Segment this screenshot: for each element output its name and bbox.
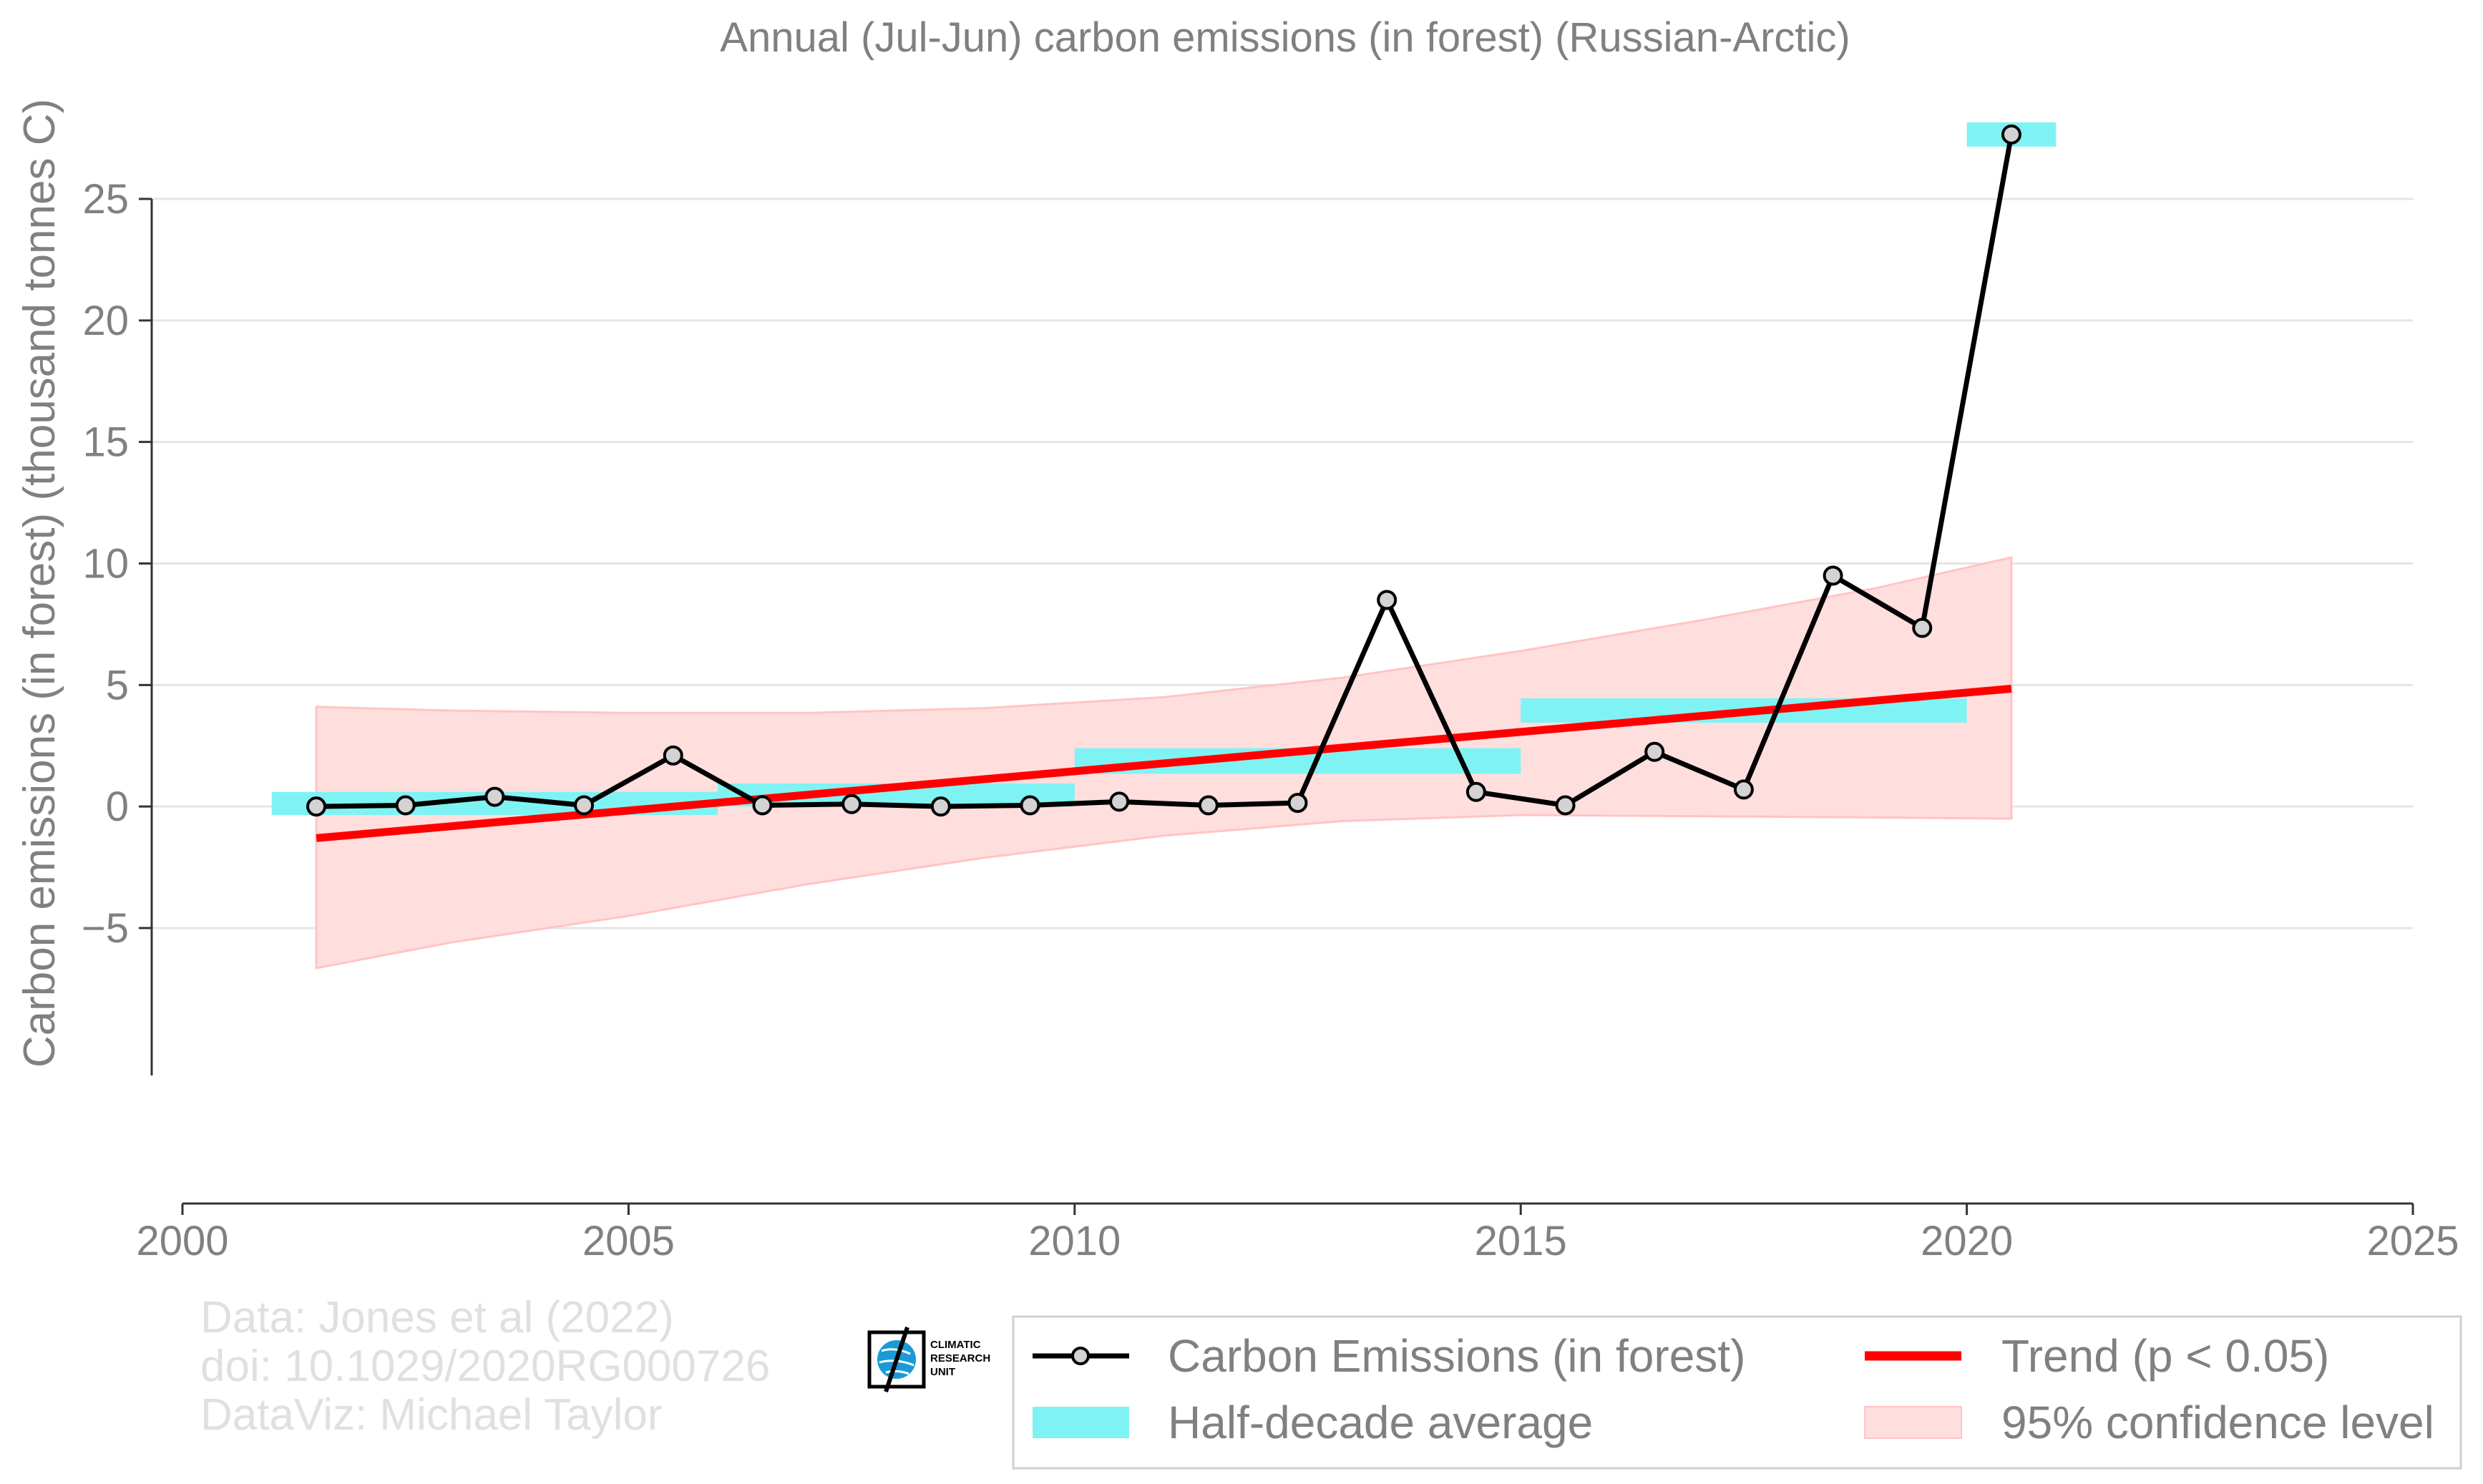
legend-confidence-swatch <box>1864 1406 1962 1439</box>
credit-doi: doi: 10.1029/2020RG000726 <box>200 1342 770 1391</box>
data-point <box>1644 741 1665 762</box>
data-point <box>2001 124 2021 145</box>
x-tick-label: 2005 <box>582 1218 675 1264</box>
data-point <box>1465 781 1486 802</box>
data-point <box>1823 565 1843 586</box>
y-tick-label: 0 <box>106 784 129 830</box>
x-tick-label: 2025 <box>2366 1218 2459 1264</box>
legend-label-emissions: Carbon Emissions (in forest) <box>1168 1330 1745 1382</box>
x-axis-ticks: 2000 2005 2010 2015 2020 2025 <box>136 1204 2459 1264</box>
data-point <box>1912 617 1933 638</box>
y-axis-label: Carbon emissions (in forest) (thousand t… <box>15 99 64 1068</box>
data-point <box>663 745 683 766</box>
data-point <box>1020 795 1040 816</box>
data-point <box>1377 590 1397 610</box>
x-tick-label: 2015 <box>1475 1218 1567 1264</box>
data-point <box>1109 791 1130 812</box>
x-tick-label: 2000 <box>136 1218 228 1264</box>
data-point <box>930 796 951 817</box>
logo-text-1: CLIMATIC <box>930 1339 981 1351</box>
credits: Data: Jones et al (2022) doi: 10.1029/20… <box>200 1293 770 1440</box>
legend-label-confidence: 95% confidence level <box>2001 1397 2434 1448</box>
legend-marker-swatch <box>1071 1347 1090 1365</box>
chart-title: Annual (Jul-Jun) carbon emissions (in fo… <box>720 14 1850 61</box>
legend-label-trend: Trend (p < 0.05) <box>2001 1330 2329 1382</box>
y-tick-label: −5 <box>82 905 129 952</box>
data-point <box>574 795 595 816</box>
legend-label-half-decade: Half-decade average <box>1168 1397 1593 1448</box>
cru-logo: CLIMATIC RESEARCH UNIT <box>867 1327 990 1392</box>
data-point <box>395 795 416 816</box>
logo-text-3: UNIT <box>930 1366 955 1378</box>
trend-line <box>316 684 2012 842</box>
y-tick-label: 25 <box>82 176 129 223</box>
legend-item-half-decade: Half-decade average <box>1033 1397 1593 1448</box>
legend: Carbon Emissions (in forest) Trend (p < … <box>1012 1315 2462 1470</box>
data-point <box>1198 795 1219 816</box>
data-point <box>306 796 327 817</box>
y-axis-ticks: −5 0 5 10 15 20 25 <box>82 176 152 952</box>
x-tick-label: 2010 <box>1028 1218 1121 1264</box>
legend-item-emissions: Carbon Emissions (in forest) <box>1033 1330 1745 1382</box>
credit-data: Data: Jones et al (2022) <box>200 1293 674 1342</box>
y-tick-label: 20 <box>82 298 129 344</box>
y-tick-label: 15 <box>82 419 129 466</box>
credit-dataviz: DataViz: Michael Taylor <box>200 1390 663 1440</box>
trend-layer <box>316 684 2012 842</box>
data-point <box>1287 793 1308 814</box>
data-point <box>1555 795 1576 816</box>
data-point <box>752 795 773 816</box>
legend-band-swatch <box>1033 1407 1129 1438</box>
legend-item-trend: Trend (p < 0.05) <box>1865 1330 2329 1382</box>
legend-item-confidence: 95% confidence level <box>1864 1397 2434 1448</box>
logo-text-2: RESEARCH <box>930 1352 990 1365</box>
logo-slash <box>884 1327 909 1392</box>
legend-frame <box>1012 1315 2462 1470</box>
emissions-line <box>316 134 2014 809</box>
data-point <box>1733 779 1754 800</box>
y-tick-label: 5 <box>106 662 129 708</box>
emissions-series <box>306 124 2021 817</box>
x-tick-label: 2020 <box>1921 1218 2013 1264</box>
y-tick-label: 10 <box>82 541 129 587</box>
data-point <box>842 794 862 814</box>
data-point <box>484 786 505 807</box>
